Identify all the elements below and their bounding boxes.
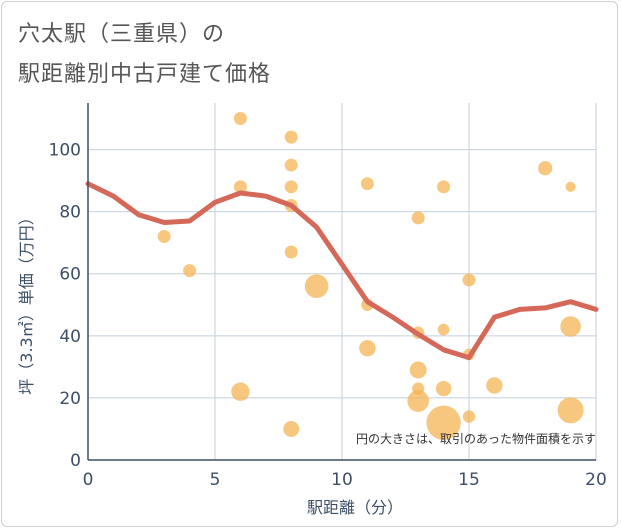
- y-tick-label: 100: [49, 141, 81, 161]
- y-axis-label: 坪（3.3㎡）単価（万円）: [17, 209, 36, 394]
- x-tick-label: 10: [331, 470, 353, 490]
- bubble-size-note: 円の大きさは、取引のあった物件面積を示す: [356, 431, 596, 446]
- bubble-point: [538, 161, 553, 176]
- bubble-point: [557, 397, 584, 424]
- grid-lines: [88, 103, 597, 460]
- bubble-point: [304, 274, 329, 298]
- x-tick-labels: 0 5 10 15 20: [83, 470, 607, 490]
- bubble-point: [462, 273, 476, 287]
- bubble-point: [462, 410, 476, 423]
- bubble-point: [157, 229, 171, 243]
- bubble-point: [233, 112, 247, 126]
- y-tick-label: 80: [59, 203, 81, 223]
- x-tick-label: 15: [458, 470, 480, 490]
- bubble-point: [437, 323, 450, 336]
- bubble-point: [183, 264, 197, 278]
- bubble-point: [284, 130, 298, 144]
- x-tick-label: 0: [83, 470, 94, 490]
- bubble-point: [407, 390, 430, 412]
- y-tick-label: 20: [59, 389, 81, 409]
- y-tick-label: 40: [59, 327, 81, 347]
- bubble-point: [233, 180, 247, 194]
- y-tick-labels: 0 20 40 60 80 100: [49, 141, 81, 471]
- chart-title-line2: 駅距離別中古戸建て価格: [18, 62, 272, 87]
- axes: [87, 103, 596, 461]
- bubble-point: [565, 181, 576, 192]
- bubble-point: [411, 211, 425, 225]
- x-axis-label: 駅距離（分）: [307, 498, 403, 517]
- average-price-line: [85, 181, 599, 361]
- bubble-point: [437, 180, 451, 194]
- bubble-point: [284, 245, 298, 259]
- bubble-series: [157, 112, 584, 440]
- bubble-point: [231, 382, 250, 401]
- bubble-point: [360, 177, 374, 191]
- bubble-point: [283, 420, 300, 437]
- bubble-point: [560, 316, 581, 337]
- bubble-point: [412, 382, 425, 395]
- y-tick-label: 60: [59, 265, 81, 285]
- x-tick-label: 20: [585, 470, 607, 490]
- y-tick-label: 0: [70, 451, 81, 471]
- bubble-point: [426, 405, 461, 440]
- chart-title-line1: 穴太駅（三重県）の: [18, 22, 226, 47]
- bubble-point: [284, 180, 298, 194]
- bubble-point: [486, 377, 503, 394]
- bubble-point: [409, 361, 427, 379]
- x-tick-label: 5: [210, 470, 221, 490]
- bubble-point: [284, 158, 298, 172]
- bubble-point: [435, 380, 452, 397]
- bubble-point: [359, 340, 376, 357]
